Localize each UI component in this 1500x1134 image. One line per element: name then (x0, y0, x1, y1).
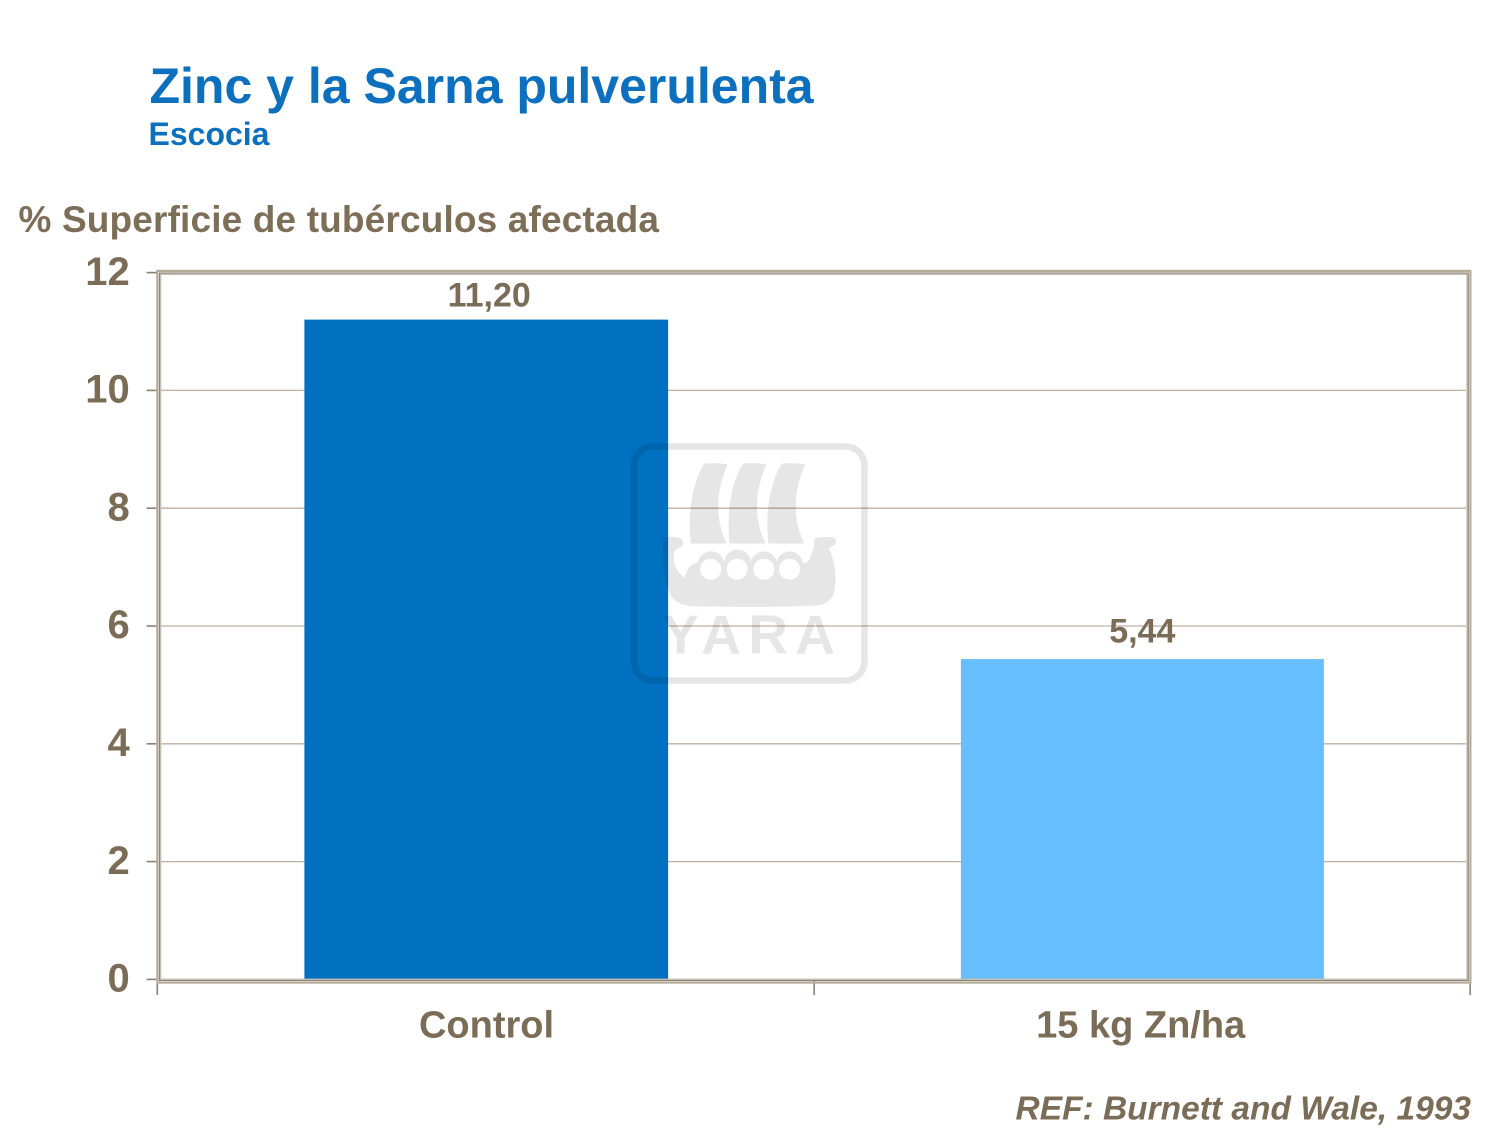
svg-text:12: 12 (85, 250, 130, 294)
svg-text:6: 6 (108, 603, 130, 647)
svg-text:REF: Burnett and Wale, 1993: REF: Burnett and Wale, 1993 (1016, 1091, 1472, 1128)
svg-text:Control: Control (419, 1004, 554, 1046)
svg-text:10: 10 (85, 368, 130, 412)
svg-text:8: 8 (108, 485, 130, 529)
svg-text:0: 0 (108, 957, 130, 1001)
svg-text:% Superficie de tubérculos afe: % Superficie de tubérculos afectada (19, 199, 660, 240)
svg-text:5,44: 5,44 (1109, 612, 1175, 650)
svg-text:11,20: 11,20 (448, 276, 531, 314)
svg-text:2: 2 (108, 839, 130, 883)
svg-text:YARA: YARA (662, 604, 842, 666)
svg-text:15 kg Zn/ha: 15 kg Zn/ha (1036, 1004, 1246, 1046)
svg-text:Escocia: Escocia (149, 116, 270, 152)
svg-text:Zinc y la Sarna pulverulenta: Zinc y la Sarna pulverulenta (150, 58, 815, 114)
svg-text:4: 4 (108, 721, 131, 765)
